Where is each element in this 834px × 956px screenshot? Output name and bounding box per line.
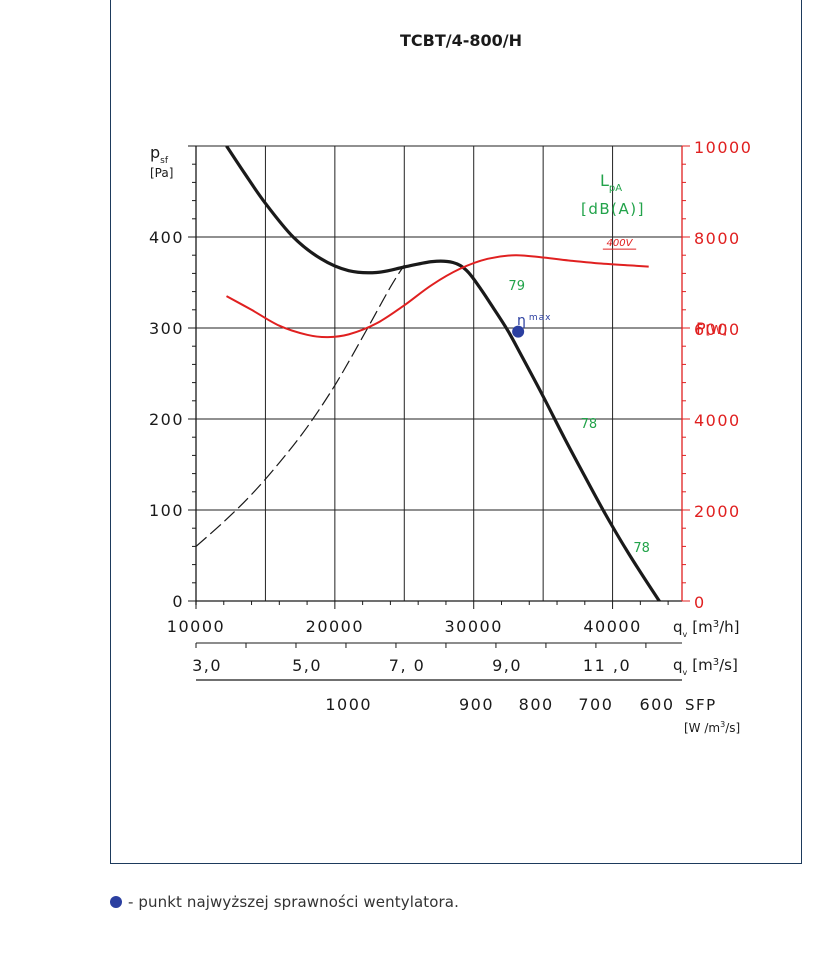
eta-label-sub: max (529, 313, 552, 323)
eta-max-point (512, 325, 525, 338)
eta-label-main: η (517, 313, 526, 329)
grid (196, 145, 682, 601)
footnote-text: - punkt najwyższej sprawności wentylator… (128, 893, 459, 911)
power-tick-label: 4000 (694, 411, 741, 430)
power-series-label: 400V (607, 238, 634, 249)
chart-title: TCBT/4-800/H (400, 31, 522, 50)
eta-label: η max (517, 313, 551, 329)
x-axis-label-sub: v (683, 630, 688, 639)
x-axis-label: qv [m3/h] (673, 618, 740, 639)
y-tick-label: 400 (149, 228, 184, 247)
y-tick-label: 200 (149, 410, 184, 429)
noise-label: LpA (600, 171, 622, 194)
x-axis-label-unit: [m (692, 618, 712, 636)
x-tick-label: 20000 (306, 617, 364, 636)
sfp-unit-sup: 3 (720, 720, 725, 729)
footnote: - punkt najwyższej sprawności wentylator… (110, 893, 459, 911)
sfp-tick-label: 1000 (325, 695, 372, 714)
sfp-unit: [W /m3/s] (684, 720, 740, 735)
x2-tick-label: 7, 0 (389, 656, 426, 675)
noise-value-label: 78 (633, 541, 650, 556)
x2-axis-label-unit: [m (692, 656, 712, 674)
x2-tick-label: 11 ,0 (583, 656, 631, 675)
x-axis-label-main: q (673, 618, 683, 636)
system-curve (196, 264, 405, 547)
y-tick-label: 100 (149, 501, 184, 520)
y-axis-label-sub: sf (160, 156, 169, 166)
x-axis-label-unit-sup: 3 (713, 619, 719, 630)
x2-tick-label: 3,0 (192, 656, 222, 675)
power-label: P[W] (696, 319, 727, 338)
y-axis-unit: [Pa] (150, 166, 173, 180)
noise-unit: [dB(A)] (581, 200, 645, 218)
y-tick-label: 0 (172, 592, 184, 611)
power-label-unit: [W] (706, 323, 727, 337)
noise-value-label: 79 (508, 279, 525, 294)
x2-tick-label: 5,0 (292, 656, 322, 675)
sfp-label: SFP (685, 696, 717, 714)
y-axis-label: psf (150, 143, 169, 166)
sfp-tick-label: 700 (578, 695, 613, 714)
x-tick-label: 40000 (583, 617, 641, 636)
x-tick-label: 30000 (445, 617, 503, 636)
pressure-curve (225, 146, 662, 601)
power-label-main: P (696, 319, 706, 338)
chart-frame (110, 0, 802, 864)
y-axis-label-main: p (150, 143, 160, 162)
sfp-tick-label: 600 (639, 695, 674, 714)
noise-label-main: L (600, 171, 609, 190)
marks-layer: 400V 79 78 78 (508, 238, 650, 556)
noise-label-sub: pA (609, 183, 622, 194)
sfp-unit-a: [W /m (684, 721, 720, 735)
power-tick-label: 8000 (694, 229, 741, 248)
noise-value-label: 78 (581, 417, 598, 432)
power-tick-label: 2000 (694, 502, 741, 521)
y-tick-label: 300 (149, 319, 184, 338)
power-tick-label: 0 (694, 593, 706, 612)
sfp-tick-label: 800 (519, 695, 554, 714)
x2-axis-label: qv [m3/s] (673, 656, 738, 677)
x2-axis-label-unit-sup: 3 (713, 657, 719, 668)
sfp-unit-b: /s] (725, 721, 740, 735)
x2-axis-label-sub: v (683, 668, 688, 677)
power-tick-label: 10000 (694, 138, 752, 157)
x-axis-label-unit-end: /h] (719, 618, 739, 636)
x2-tick-label: 9,0 (492, 656, 522, 675)
x2-axis-label-main: q (673, 656, 683, 674)
eta-point-legend-icon (110, 896, 122, 908)
sfp-tick-label: 900 (459, 695, 494, 714)
power-curve (226, 254, 649, 339)
power-tick-label: 6000 (694, 320, 741, 339)
x2-axis-label-unit-end: /s] (719, 656, 738, 674)
x-tick-label: 10000 (167, 617, 225, 636)
series-layer (196, 146, 662, 601)
